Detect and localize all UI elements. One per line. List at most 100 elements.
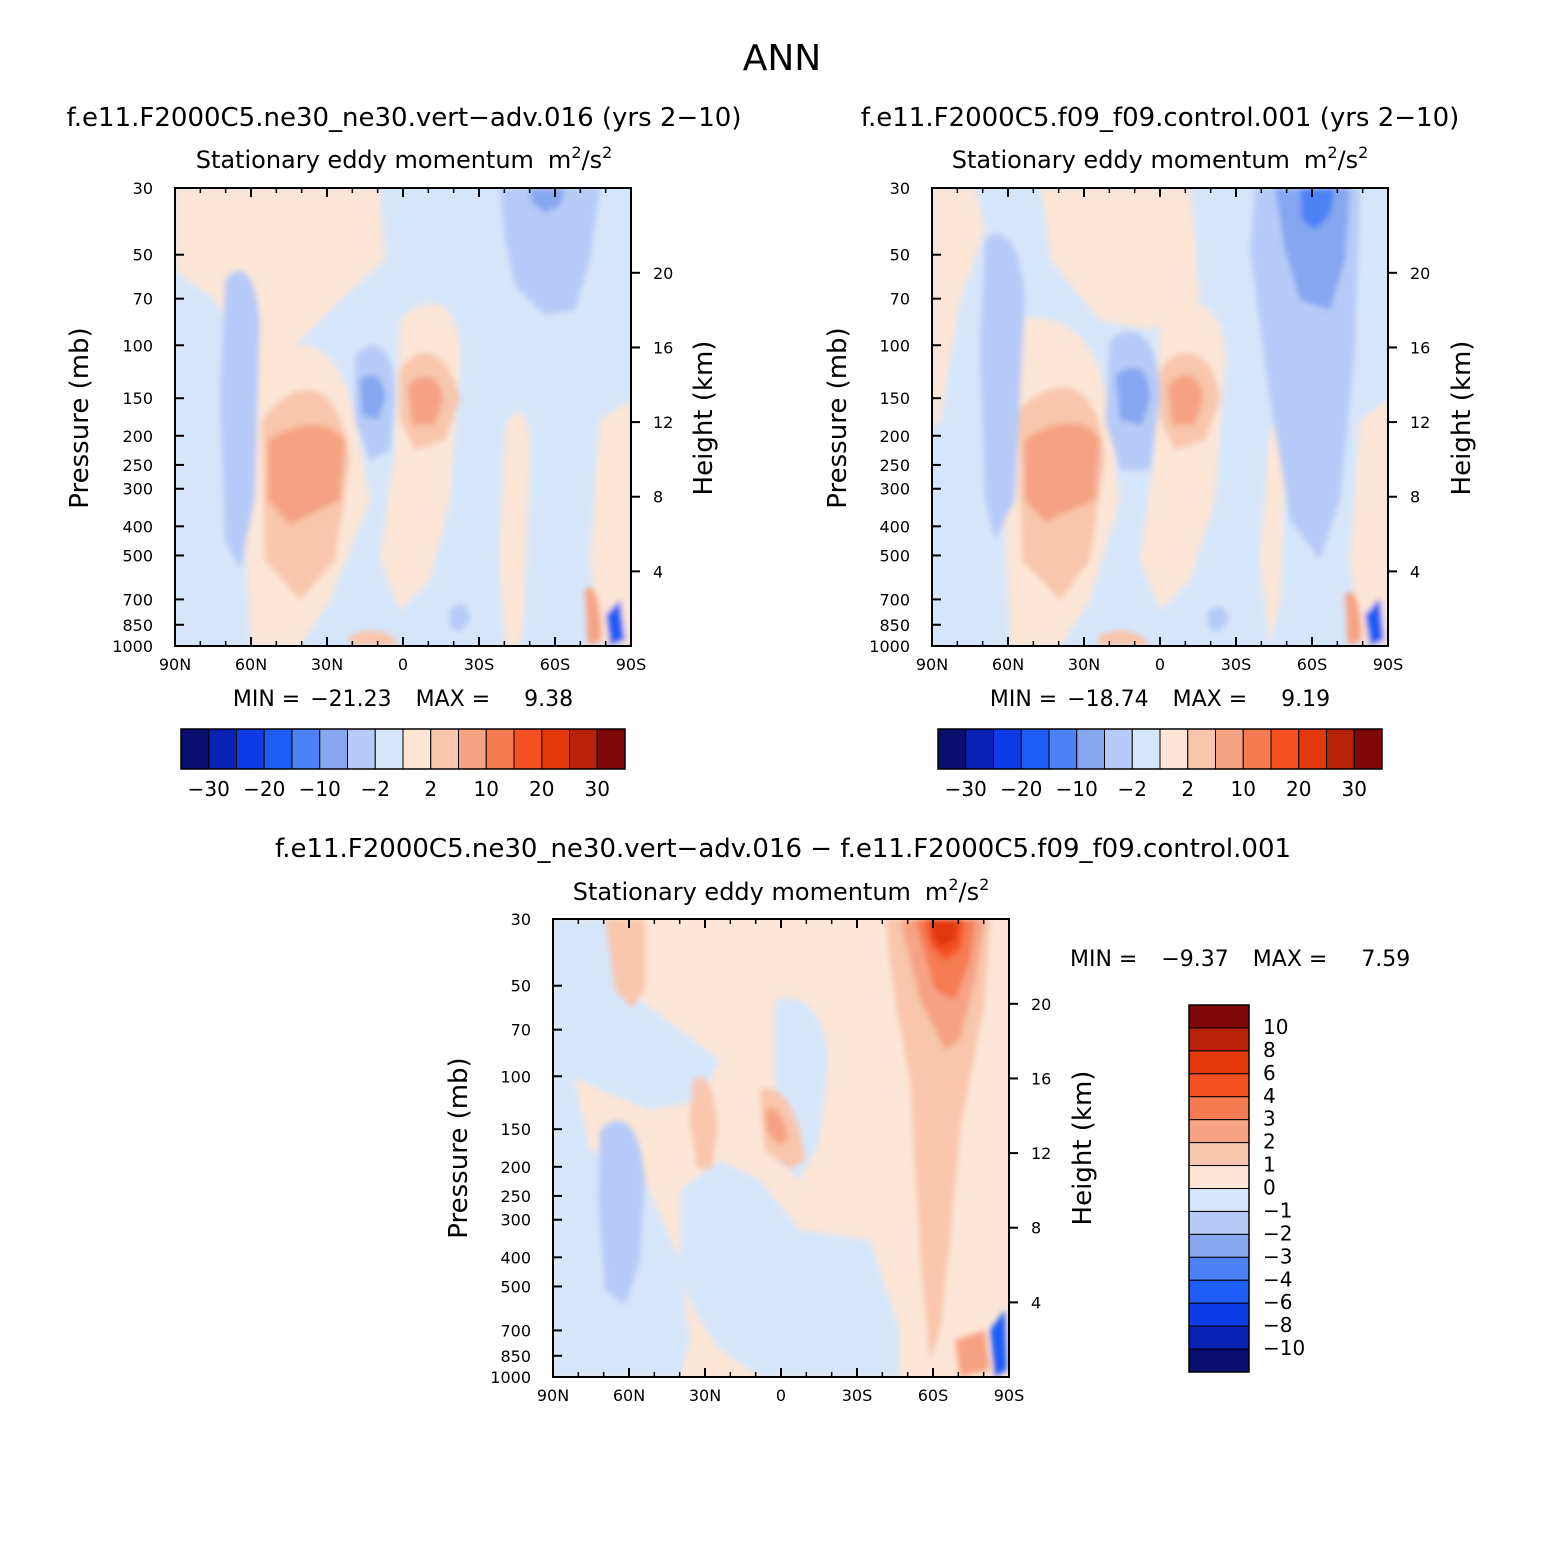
colorbar-label: −1	[1263, 1198, 1292, 1222]
height-tick-label: 4	[1031, 1293, 1041, 1312]
colorbar-label: 2	[1181, 777, 1194, 801]
colorbar-swatch	[1020, 728, 1050, 770]
x-tick-label: 0	[1155, 655, 1165, 674]
panel-3-pos-eq-2	[765, 1108, 788, 1145]
colorbar-swatch	[1187, 728, 1216, 770]
panel-3-pos-midlat	[690, 1077, 717, 1170]
colorbar-swatch	[1159, 728, 1189, 770]
panel-1-neg-north	[220, 270, 260, 570]
panel-3-ylabel-left: Pressure (mb)	[444, 1057, 474, 1238]
y-tick-label: 850	[879, 616, 910, 635]
colorbar-swatch	[402, 728, 432, 770]
x-tick-label: 30N	[689, 1386, 721, 1405]
panel-2-neg-north	[980, 233, 1025, 540]
height-tick-label: 20	[1410, 264, 1430, 283]
y-tick-label: 70	[133, 290, 153, 309]
colorbar-swatch	[180, 728, 210, 770]
height-tick-label: 20	[653, 264, 673, 283]
colorbar-swatch	[347, 728, 376, 770]
colorbar-label: 30	[585, 777, 610, 801]
colorbar-label: 20	[1286, 777, 1311, 801]
colorbar-swatch	[1215, 728, 1244, 770]
y-tick-label: 700	[122, 590, 153, 609]
x-tick-label: 90S	[616, 655, 647, 674]
colorbar-swatch	[1188, 1119, 1250, 1144]
colorbar-swatch	[513, 728, 543, 770]
colorbar-label: 1	[1263, 1153, 1276, 1177]
colorbar-label: 3	[1263, 1107, 1276, 1131]
panel-3-pos-antarctic	[955, 1330, 990, 1377]
y-tick-label: 100	[500, 1067, 531, 1086]
y-tick-label: 300	[122, 480, 153, 499]
colorbar-swatch	[430, 728, 459, 770]
panel-1-neg-sub-2	[360, 375, 385, 420]
panel-2-pos-upper-left	[932, 188, 985, 430]
panel-1-pos-south-2	[590, 400, 631, 646]
x-tick-label: 90N	[159, 655, 191, 674]
panel-3-title: f.e11.F2000C5.ne30_ne30.vert−adv.016 − f…	[275, 834, 1291, 864]
panel-1-pos-eq-3	[408, 376, 443, 425]
y-tick-label: 850	[122, 616, 153, 635]
panel-2-minmax: MIN = −18.74 MAX = 9.19	[990, 687, 1330, 712]
colorbar-swatch	[541, 728, 570, 770]
colorbar-swatch	[1188, 1210, 1250, 1235]
panel-1-neg-low	[450, 604, 470, 632]
panel-2-ylabel-right: Height (km)	[1447, 341, 1477, 496]
panel-1-subtitle: Stationary eddy momentum m2/s2	[196, 143, 613, 174]
x-tick-label: 90N	[916, 655, 948, 674]
panel-3-subtitle: Stationary eddy momentum m2/s2	[573, 875, 990, 906]
panel-3-y-axis: 30 50 70 100 150 200 250 300 400 500 700 850 1000 20 1…	[490, 910, 1051, 1387]
colorbar-swatch	[1188, 1325, 1250, 1350]
y-tick-label: 70	[511, 1021, 531, 1040]
panel-2-pos-upper-mid	[1040, 188, 1200, 330]
colorbar-swatch	[1188, 1004, 1250, 1029]
panel-2-colorbar: −30 −20 −10 −2 2 10 20 30	[937, 728, 1383, 801]
x-tick-label: 60S	[540, 655, 571, 674]
colorbar-swatch	[1188, 1050, 1250, 1075]
y-tick-label: 150	[500, 1120, 531, 1139]
panel-1-minmax: MIN = −21.23 MAX = 9.38	[233, 687, 573, 712]
y-tick-label: 150	[122, 389, 153, 408]
x-tick-label: 90N	[537, 1386, 569, 1405]
panel-2-pos-antarctic	[1345, 592, 1362, 646]
panel-1-neg-antarctic	[606, 600, 625, 646]
panel-3-field	[553, 919, 1009, 1377]
colorbar-swatch	[1242, 728, 1272, 770]
panel-2-pos-eq-3	[1168, 374, 1203, 425]
panel-1-y-axis: 30 50 70 100 150 200 250 300 400 500 700 850 1000 20 1…	[112, 179, 673, 656]
y-tick-label: 700	[500, 1321, 531, 1340]
colorbar-label: −2	[361, 777, 390, 801]
panel-2-neg-strat-3	[1300, 188, 1335, 230]
y-tick-label: 100	[122, 336, 153, 355]
panel-2: f.e11.F2000C5.f09_f09.control.001 (yrs 2…	[823, 103, 1477, 801]
panel-2-title: f.e11.F2000C5.f09_f09.control.001 (yrs 2…	[861, 103, 1460, 133]
y-tick-label: 850	[500, 1347, 531, 1366]
panel-3-neg-band	[680, 1160, 900, 1377]
panel-2-neg-low	[1208, 606, 1228, 632]
y-tick-label: 700	[879, 590, 910, 609]
x-tick-label: 30S	[1221, 655, 1252, 674]
colorbar-swatch	[1131, 728, 1161, 770]
colorbar-swatch	[458, 728, 487, 770]
colorbar-label: 8	[1263, 1038, 1276, 1062]
y-tick-label: 50	[133, 246, 153, 265]
x-tick-label: 90S	[994, 1386, 1025, 1405]
panel-1: f.e11.F2000C5.ne30_ne30.vert−adv.016 (yr…	[65, 103, 741, 801]
height-tick-label: 12	[653, 413, 673, 432]
x-tick-label: 60N	[235, 655, 267, 674]
colorbar-label: −20	[243, 777, 285, 801]
panel-2-x-axis: 90N 60N 30N 0 30S 60S 90S	[916, 188, 1403, 674]
y-tick-label: 300	[500, 1211, 531, 1230]
x-tick-label: 30N	[311, 655, 343, 674]
colorbar-swatch	[965, 728, 994, 770]
x-tick-label: 60N	[992, 655, 1024, 674]
y-tick-label: 400	[500, 1248, 531, 1267]
colorbar-frame	[937, 728, 1383, 770]
colorbar-swatch	[1188, 1142, 1250, 1167]
colorbar-label: 0	[1263, 1176, 1276, 1200]
panel-2-pos-midlat-3	[1025, 423, 1100, 522]
x-tick-label: 30S	[464, 655, 495, 674]
panel-1-ylabel-right: Height (km)	[689, 341, 719, 496]
y-tick-label: 30	[511, 910, 531, 929]
